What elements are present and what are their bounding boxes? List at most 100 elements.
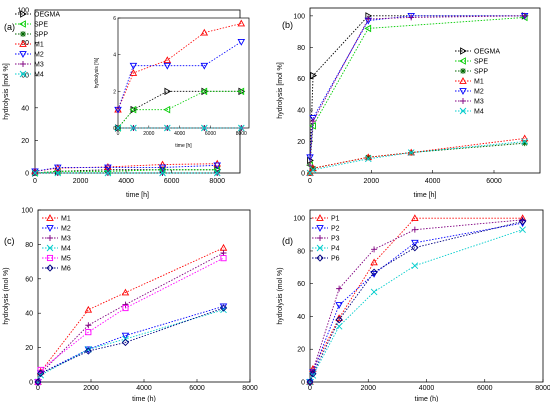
- x-tick-label: 2000: [364, 178, 380, 185]
- data-point: [84, 305, 93, 313]
- x-tick-label: 0: [36, 385, 40, 392]
- legend-marker: [316, 225, 324, 232]
- legend-label: M4: [61, 246, 71, 253]
- data-point: [158, 164, 167, 172]
- legend-label: M2: [34, 52, 44, 59]
- series-line: [309, 15, 525, 161]
- data-point: [371, 246, 378, 253]
- series-line: [309, 219, 523, 383]
- data-point: [521, 140, 528, 147]
- legend-marker: [459, 88, 467, 95]
- inset-data-point: [200, 62, 209, 70]
- y-tick-label: 60: [25, 276, 33, 283]
- data-point: [121, 288, 130, 296]
- series-line: [309, 217, 523, 383]
- legend-label: M4: [34, 72, 44, 79]
- legend-label: OEGMA: [34, 12, 60, 19]
- legend-marker: [459, 107, 467, 115]
- x-tick-label: 4000: [118, 178, 134, 185]
- data-point: [309, 115, 317, 122]
- data-point: [306, 378, 314, 386]
- y-tick-label: 80: [25, 242, 33, 249]
- data-point: [219, 304, 228, 312]
- data-point: [310, 71, 317, 80]
- data-point: [85, 329, 92, 336]
- y-tick-label: 80: [297, 45, 305, 52]
- legend-marker: [20, 31, 26, 37]
- data-point: [309, 166, 317, 174]
- legend-marker: [316, 244, 324, 252]
- inset-data-point: [114, 124, 122, 132]
- x-axis-label: time [h]: [126, 192, 149, 199]
- legend-marker: [46, 264, 54, 272]
- inset-data-point: [129, 105, 137, 114]
- series-line: [37, 257, 224, 383]
- data-point: [518, 217, 527, 226]
- x-axis-label: time (h): [132, 396, 156, 402]
- y-tick-label: 100: [293, 13, 305, 20]
- legend-marker: [459, 77, 467, 84]
- series-line: [309, 16, 525, 166]
- chart-panel-2: 0 20 40 60 80 100 0 2000 4000 6000 time [h] hydroly…: [277, 7, 541, 199]
- data-point: [306, 169, 314, 176]
- data-point: [37, 371, 44, 379]
- x-tick-label: 6000: [164, 178, 180, 185]
- legend-marker: [46, 214, 54, 221]
- data-point: [370, 288, 378, 296]
- legend-label: SPP: [474, 69, 488, 76]
- inset-y-tick-label: 2: [113, 89, 116, 95]
- y-tick-label: 60: [297, 76, 305, 83]
- y-axis-label: hydrolysis [mol %]: [277, 62, 284, 118]
- legend-label: M3: [34, 62, 44, 69]
- series-line: [309, 222, 523, 383]
- y-tick-label: 100: [17, 8, 29, 15]
- legend-label: P3: [331, 236, 340, 243]
- data-point: [104, 169, 112, 177]
- legend-label: M1: [34, 42, 44, 49]
- series-line: [37, 309, 224, 383]
- series-line: [309, 142, 525, 174]
- series-line: [309, 229, 523, 383]
- data-point: [365, 154, 372, 161]
- legend-label: M1: [61, 216, 71, 223]
- x-tick-label: 6000: [486, 178, 502, 185]
- inset-x-tick-label: 2000: [143, 131, 154, 137]
- plot-frame: [309, 7, 541, 174]
- data-point: [364, 24, 372, 33]
- data-point: [407, 149, 415, 156]
- data-point: [219, 243, 228, 251]
- data-point: [519, 226, 526, 233]
- inset-series-line: [117, 23, 242, 110]
- legend-label: SPE: [474, 59, 488, 66]
- data-point: [521, 138, 528, 145]
- data-point: [122, 304, 129, 312]
- panel-label: (b): [282, 20, 293, 30]
- data-point: [54, 164, 62, 172]
- y-axis-label: hydrolysis (mol %): [277, 267, 284, 324]
- legend-label: P6: [331, 256, 340, 263]
- y-tick-label: 0: [301, 380, 305, 387]
- data-point: [31, 169, 39, 177]
- data-point: [310, 165, 317, 172]
- legend-marker: [316, 254, 324, 262]
- legend-marker: [460, 98, 466, 104]
- legend-label: M3: [474, 99, 484, 106]
- inset-data-point: [163, 124, 171, 132]
- data-point: [159, 169, 166, 177]
- data-point: [104, 163, 112, 170]
- inset-y-axis-label: hydrolysis [%]: [94, 57, 100, 88]
- legend-marker: [47, 235, 53, 241]
- data-point: [306, 154, 314, 162]
- legend-marker: [19, 40, 27, 47]
- x-axis-label: time (h): [415, 396, 439, 402]
- data-point: [370, 268, 378, 276]
- x-tick-label: 6000: [189, 385, 205, 392]
- inset-series-line: [117, 41, 242, 110]
- y-tick-label: 40: [297, 108, 305, 115]
- legend-marker: [317, 235, 323, 241]
- data-point: [310, 118, 317, 125]
- legend-label: SPE: [34, 22, 48, 29]
- x-tick-label: 0: [308, 178, 312, 185]
- panel-label: (a): [4, 22, 15, 32]
